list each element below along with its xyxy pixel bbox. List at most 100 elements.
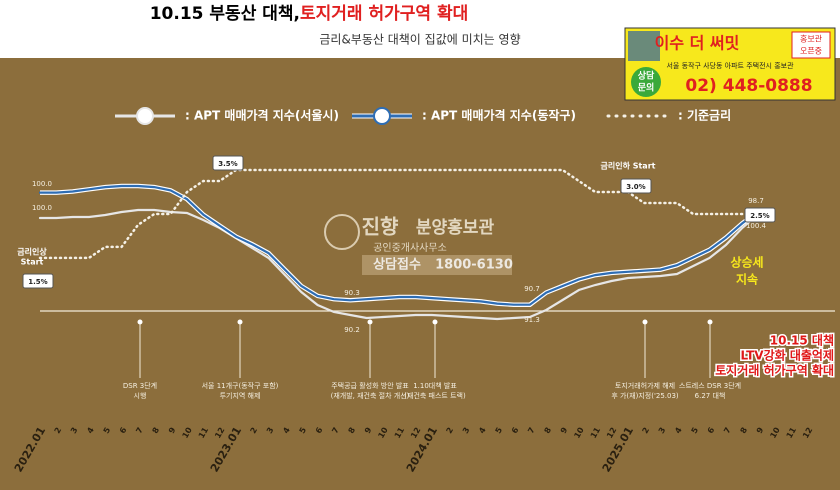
x-tick-label: 8 — [739, 425, 750, 435]
note: Start — [21, 258, 44, 267]
title-highlight: 토지거래 허가구역 확대 — [300, 4, 468, 24]
watermark-consult: 상담접수 — [373, 257, 421, 273]
x-tick-label: 7 — [134, 426, 145, 435]
rate-label: 3.0% — [626, 183, 645, 191]
rate-label-box — [22, 273, 54, 289]
event-label: DSR 3단계 — [123, 381, 157, 390]
value-annotation: 91.3 — [524, 316, 540, 324]
event-label: (재건축 패스트 트랙) — [404, 391, 466, 400]
value-annotation: 98.7 — [748, 197, 764, 205]
value-annotation: 90.3 — [344, 289, 360, 297]
rate-label: 1.5% — [28, 278, 47, 286]
rate-label-box — [744, 207, 776, 223]
x-tick-label: 8 — [543, 425, 554, 435]
value-annotation: 90.2 — [344, 326, 360, 334]
x-tick-label: 6 — [314, 425, 325, 435]
rate-label-box — [620, 178, 652, 194]
x-tick-label: 4 — [281, 425, 292, 435]
x-tick-label: 6 — [510, 425, 521, 435]
ad-address: 서울 동작구 사당동 아파트 주택전시 홍보관 — [666, 61, 794, 70]
x-tick-label: 5 — [102, 425, 113, 435]
x-tick-label: 2 — [641, 426, 652, 435]
ad: 이수 더 써밋 홍보관 오픈중 서울 동작구 사당동 아파트 주택전시 홍보관 … — [624, 27, 836, 101]
x-tick-label: 2 — [249, 426, 260, 435]
value-annotation: 90.7 — [524, 285, 540, 293]
ad-photo — [628, 31, 660, 61]
x-tick-label: 6 — [706, 425, 717, 435]
event-dot — [707, 319, 713, 325]
line — [38, 208, 760, 321]
subtitle: 금리&부동산 대책이 집값에 미치는 영향 — [319, 32, 520, 47]
event-label: 후 가(재)지정('25.03) — [611, 391, 679, 400]
legend-label: : 기준금리 — [678, 108, 731, 123]
legend-label: : APT 매매가격 지수(동작구) — [422, 108, 576, 123]
x-tick-label: 9 — [755, 425, 766, 435]
legend-marker — [373, 107, 391, 125]
value-annotation: 100.0 — [32, 180, 52, 188]
watermark-sub: 공인중개사사무소 — [373, 242, 447, 254]
event-label: 토지거래허가제 해제 — [615, 381, 675, 390]
note: 금리인상 — [17, 247, 47, 257]
x-tick-label: 8 — [151, 425, 162, 435]
ad-ask: 문의 — [638, 82, 655, 94]
x-tick-label: 4 — [673, 425, 684, 435]
x-tick-label: 9 — [167, 425, 178, 435]
event-label: 서울 11개구(동작구 포함) — [202, 381, 279, 390]
ad-ask-circle — [631, 67, 661, 97]
x-tick-label: 2 — [53, 426, 64, 435]
legend-label: : APT 매매가격 지수(서울시) — [185, 108, 339, 123]
event-label: 주택공급 활성화 방안 발표 — [331, 381, 409, 390]
ad-phone: 02) 448-0888 — [685, 76, 812, 96]
callout: 토지거래 허가구역 확대 — [715, 363, 834, 378]
event-dot — [642, 319, 648, 325]
event-label: 투기지역 해제 — [220, 391, 261, 400]
x-tick-label: 4 — [85, 425, 96, 435]
line — [38, 168, 760, 260]
x-tick-label: 5 — [690, 425, 701, 435]
watermark-brand: 진향 — [362, 215, 399, 239]
x-tick-label: 2 — [445, 426, 456, 435]
ad-name: 이수 더 써밋 — [655, 34, 740, 53]
ad-phone-box — [668, 74, 830, 96]
event-dot — [367, 319, 373, 325]
x-tick-label: 3 — [657, 426, 668, 435]
event-label: 1.10대책 발표 — [413, 381, 457, 390]
x-tick-label: 5 — [298, 425, 309, 435]
rate-label-box — [212, 155, 244, 171]
x-tick-label: 4 — [477, 425, 488, 435]
title: 10.15 부동산 대책, — [150, 4, 300, 24]
ad-badge-box — [791, 31, 831, 59]
watermark: 진향 분양홍보관 공인중개사사무소 상담접수 1800-6130 — [324, 214, 513, 275]
callout: LTV강화 대출억제 — [740, 348, 834, 363]
event-label: 6.27 대책 — [695, 391, 726, 400]
rate-label: 3.5% — [218, 160, 237, 168]
x-tick-label: 3 — [461, 426, 472, 435]
x-tick-label: 8 — [347, 425, 358, 435]
ad-badge: 홍보관 — [800, 34, 823, 44]
callout: 10.15 대책 — [770, 333, 834, 348]
rate-label: 2.5% — [750, 212, 769, 220]
note: 금리인하 Start — [601, 161, 656, 171]
x-tick-label: 3 — [265, 426, 276, 435]
event-dot — [432, 319, 438, 325]
event-dot — [237, 319, 243, 325]
watermark-phone: 1800-6130 — [435, 258, 513, 273]
legend-marker — [136, 107, 154, 125]
x-tick-label: 5 — [494, 425, 505, 435]
note: 상승세 — [730, 255, 763, 270]
watermark-office: 분양홍보관 — [416, 217, 495, 238]
event-dot — [137, 319, 143, 325]
event-label: (재개발, 재건축 절차 개선) — [331, 391, 410, 400]
x-tick-label: 9 — [559, 425, 570, 435]
line — [38, 184, 760, 306]
event-label: 시행 — [134, 391, 147, 400]
x-tick-label: 7 — [722, 426, 733, 435]
x-tick-label: 7 — [526, 426, 537, 435]
event-label: 스트레스 DSR 3단계 — [679, 381, 741, 390]
x-tick-label: 6 — [118, 425, 129, 435]
x-tick-label: 3 — [69, 426, 80, 435]
x-tick-label: 9 — [363, 425, 374, 435]
watermark-box — [362, 255, 512, 275]
note: 지속 — [736, 272, 758, 287]
